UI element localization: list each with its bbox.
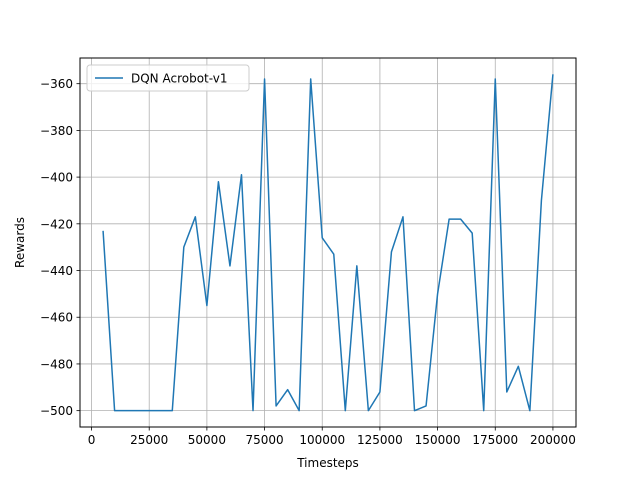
y-tick-label: −460: [40, 311, 73, 325]
x-tick-label: 25000: [130, 433, 168, 447]
x-tick-label: 175000: [472, 433, 518, 447]
y-tick-label: −380: [40, 124, 73, 138]
legend: DQN Acrobot-v1: [86, 64, 250, 92]
legend-label: DQN Acrobot-v1: [131, 72, 228, 86]
x-axis-label: Timesteps: [296, 456, 359, 470]
y-axis-label: Rewards: [13, 217, 27, 268]
legend-box: [86, 64, 250, 92]
y-tick-label: −420: [40, 217, 73, 231]
y-tick-label: −400: [40, 171, 73, 185]
x-tick-label: 75000: [245, 433, 283, 447]
y-tick-label: −480: [40, 357, 73, 371]
x-tick-label: 150000: [415, 433, 461, 447]
x-tick-label: 200000: [530, 433, 576, 447]
x-tick-label: 0: [88, 433, 96, 447]
y-tick-label: −440: [40, 264, 73, 278]
x-axis-ticks: 0 25000 50000 75000 100000 125000 150000 175000…: [88, 427, 576, 447]
plot-area-frame: [79, 57, 577, 428]
x-tick-label: 125000: [357, 433, 403, 447]
y-tick-label: −500: [40, 404, 73, 418]
x-tick-label: 100000: [299, 433, 345, 447]
series-line: [102, 74, 554, 412]
series-layer: [102, 74, 554, 412]
y-tick-label: −360: [40, 77, 73, 91]
grid-lines: [80, 58, 576, 427]
y-axis-ticks: −500 −480 −460 −440 −420 −400 −380 −360: [40, 77, 80, 418]
x-tick-label: 50000: [188, 433, 226, 447]
